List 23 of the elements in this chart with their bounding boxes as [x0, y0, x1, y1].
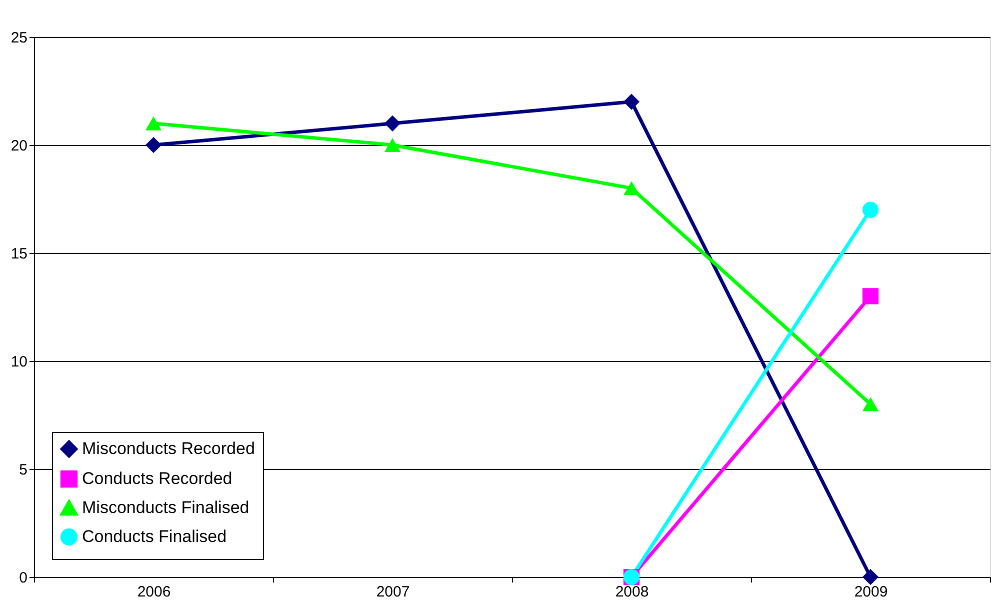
point [145, 136, 162, 154]
point [862, 397, 879, 412]
point [862, 288, 879, 304]
x-tick-label: 2009 [854, 584, 888, 600]
point [145, 116, 162, 130]
legend-label: Conducts Recorded [82, 469, 232, 488]
y-tick-label: 20 [10, 138, 28, 154]
y-tick-label: 25 [10, 30, 28, 46]
legend-label: Conducts Finalised [82, 527, 227, 546]
point [862, 568, 879, 586]
y-tick-label: 5 [19, 462, 28, 478]
point [384, 138, 401, 152]
x-tick-label: 2007 [376, 584, 410, 600]
legend-label: Misconducts Recorded [82, 439, 255, 458]
x-tick-label: 2008 [615, 584, 649, 600]
point [384, 115, 401, 132]
point [862, 202, 879, 218]
legend-label: Misconducts Finalised [82, 498, 250, 517]
y-tick-label: 0 [19, 570, 28, 586]
y-tick-label: 10 [10, 354, 28, 370]
y-tick-label: 15 [10, 246, 28, 262]
point [623, 94, 640, 110]
x-tick-label: 2006 [137, 584, 171, 600]
